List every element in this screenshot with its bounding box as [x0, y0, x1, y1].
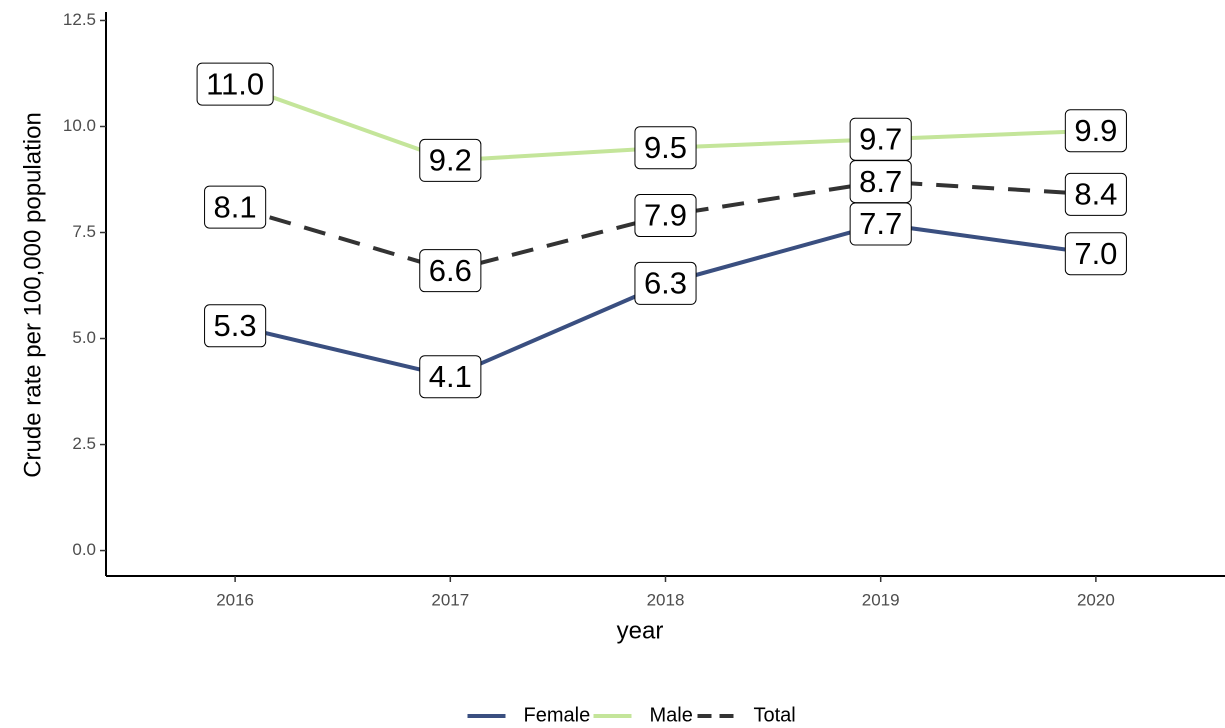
- data-label-box: [204, 304, 267, 348]
- data-label: 8.7: [849, 160, 912, 204]
- y-tick-label: 7.5: [72, 222, 96, 241]
- data-label-box: [419, 249, 482, 293]
- data-label-text: 6.6: [429, 253, 472, 288]
- data-label: 9.7: [849, 117, 912, 161]
- data-label-text: 7.7: [859, 206, 902, 241]
- data-label-text: 9.7: [859, 121, 902, 156]
- data-label-box: [1064, 232, 1127, 276]
- data-label-text: 5.3: [214, 308, 257, 343]
- y-tick-label: 12.5: [63, 10, 96, 29]
- y-tick-label: 5.0: [72, 328, 96, 347]
- data-label-text: 6.3: [644, 266, 687, 301]
- data-label-text: 11.0: [206, 66, 264, 101]
- data-label-text: 8.4: [1074, 177, 1117, 212]
- y-tick-label: 0.0: [72, 540, 96, 559]
- data-label: 6.6: [419, 249, 482, 293]
- y-axis-title: Crude rate per 100,000 population: [19, 112, 46, 478]
- x-tick-label: 2020: [1077, 590, 1115, 609]
- data-label: 11.0: [196, 62, 274, 106]
- data-label: 7.7: [849, 202, 912, 246]
- x-tick-label: 2019: [862, 590, 900, 609]
- data-label: 8.1: [204, 185, 267, 229]
- data-label: 7.9: [634, 194, 697, 238]
- data-label-box: [634, 194, 697, 238]
- data-label-box: [196, 62, 274, 106]
- data-label: 7.0: [1064, 232, 1127, 276]
- x-axis-title: year: [617, 617, 664, 644]
- data-label-box: [419, 355, 482, 399]
- data-label-box: [634, 261, 697, 305]
- data-label: 9.5: [634, 126, 697, 170]
- data-label-box: [204, 185, 267, 229]
- legend-label: Female: [524, 704, 591, 726]
- x-tick-label: 2017: [431, 590, 469, 609]
- data-label: 6.3: [634, 261, 697, 305]
- data-label-box: [634, 126, 697, 170]
- y-tick-label: 10.0: [63, 116, 96, 135]
- data-label: 9.2: [419, 138, 482, 182]
- data-label: 4.1: [419, 355, 482, 399]
- legend-label: Total: [754, 704, 796, 726]
- data-label-text: 9.2: [429, 143, 472, 178]
- data-label: 5.3: [204, 304, 267, 348]
- x-tick-label: 2016: [216, 590, 254, 609]
- data-label-box: [1064, 172, 1127, 216]
- legend-label: Male: [650, 704, 693, 726]
- data-label-box: [849, 160, 912, 204]
- data-label-text: 9.9: [1074, 113, 1117, 148]
- data-label-box: [1064, 109, 1127, 153]
- data-label-text: 7.9: [644, 198, 687, 233]
- x-tick-label: 2018: [647, 590, 685, 609]
- data-label-text: 4.1: [429, 359, 472, 394]
- y-tick-label: 2.5: [72, 434, 96, 453]
- data-label-box: [419, 138, 482, 182]
- data-label-text: 8.1: [214, 189, 257, 224]
- data-label-text: 7.0: [1074, 236, 1117, 271]
- data-label: 9.9: [1064, 109, 1127, 153]
- data-label: 8.4: [1064, 172, 1127, 216]
- data-label-text: 8.7: [859, 164, 902, 199]
- data-label-text: 9.5: [644, 130, 687, 165]
